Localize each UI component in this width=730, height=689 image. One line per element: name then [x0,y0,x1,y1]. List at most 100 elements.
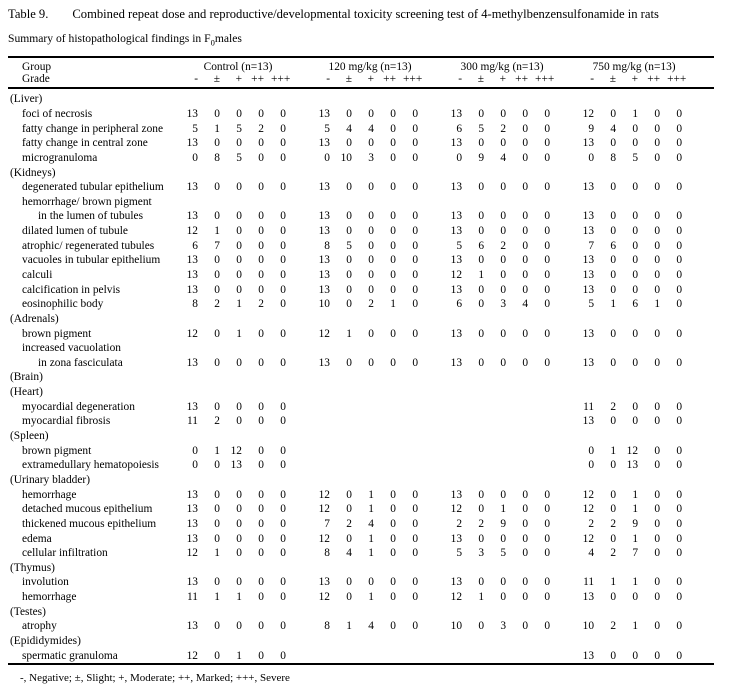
grade-count-cell: 13 [582,415,595,428]
grade-count-cell: 0 [258,269,264,281]
grade-count-cell [403,400,425,415]
grade-count-cell: 1 [610,576,617,589]
grade-count-cell: 6 [456,298,463,311]
grade-count-cell: 1 [478,591,485,604]
grade-count-cell: 12 [582,532,595,545]
grade-count-cell: 0 [632,210,639,223]
grade-count-cell: 2 [610,547,617,560]
grade-count-cell: 0 [654,283,661,296]
grade-count-cell: 13 [318,225,330,238]
grade-count-cell [447,649,469,665]
grade-count-cell: 13 [450,576,463,589]
grade-count-cell: 0 [368,269,374,281]
subtitle-prefix: Summary of histopathological findings in… [8,32,211,45]
table-subtitle: Summary of histopathological findings in… [8,32,716,49]
grade-count-cell: 0 [632,327,639,340]
grade-count-cell: 0 [632,181,639,194]
grade-count-cell: 0 [214,181,220,194]
grade-count-cell: 0 [390,517,396,530]
grade-count-cell: 0 [610,488,617,501]
grade-count-cell: 4 [522,298,529,311]
organ-section-label: (Kidneys) [10,166,56,179]
grade-count-cell: 0 [368,327,374,340]
grade-count-cell: 0 [500,576,507,589]
grade-count-cell: 11 [583,576,595,589]
grade-count-cell: 1 [214,444,220,457]
finding-row: detached mucous epithelium 13 0 0 0 0 12 0 1 0 0 12… [8,502,714,517]
group-gap [557,107,579,122]
grade-count-cell: 3 [500,298,507,311]
group-gap [425,268,447,283]
finding-row: cellular infiltration 12 1 0 0 0 8 4 1 0 0 5 3 5 0 0 4 2 7… [8,546,714,561]
grade-count-cell [535,649,557,665]
finding-label: foci of necrosis [22,107,93,120]
grade-count-cell: 0 [632,400,639,413]
finding-row: fatty change in central zone 13 0 0 0 0 13 0 0 0 0… [8,136,714,151]
grade-count-cell: 9 [500,517,507,530]
grade-count-cell: 0 [478,254,485,267]
grade-count-cell: 7 [214,239,220,252]
grade-count-cell: 0 [676,283,683,296]
grade-count-cell: 1 [632,532,639,545]
finding-label: spermatic granuloma [22,649,118,662]
group-gap [425,546,447,561]
finding-label: brown pigment [22,327,92,340]
grade-count-cell [469,341,491,356]
grade-count-cell: 0 [654,503,661,516]
grade-count-cell: 0 [412,137,419,150]
group-gap [425,356,447,371]
grade-count-cell: 0 [632,137,639,150]
grade-count-cell: 0 [280,181,286,194]
group-gap [557,400,579,415]
grade-count-cell: 0 [390,122,396,135]
grade-count-cell: 12 [450,503,463,516]
subtitle-suffix: males [214,32,242,45]
grade-count-cell [513,195,535,210]
finding-label: dilated lumen of tubule [22,225,128,238]
grade-count-cell: 0 [390,488,396,501]
grade-count-cell [403,444,425,459]
grade-count-cell: 0 [412,181,419,194]
group-gap [557,619,579,634]
group-gap [293,532,315,547]
grade-count-cell: 13 [582,225,595,238]
grade-count-cell: 0 [676,649,683,662]
grade-count-cell: 12 [186,547,198,560]
grade-count-cell: 0 [478,327,485,340]
grade-count-cell: 0 [236,225,242,238]
row-tail [689,546,714,561]
row-tail [689,341,714,356]
group-gap [557,458,579,473]
grade-count-cell: 1 [346,620,352,633]
grade-count-cell: 0 [632,356,639,369]
grade-count-cell [667,341,689,356]
grade-count-cell: 0 [346,503,352,516]
grade-count-cell: 1 [500,503,507,516]
grade-count-cell: 10 [450,620,463,633]
grade-count-cell: 4 [346,547,352,560]
grade-count-cell [205,341,227,356]
table-body: (Liver) foci of necrosis 13 0 0 0 0 13 0 0 0 0 13 0 0 0… [8,88,714,664]
organ-section-row: (Kidneys) [8,166,714,181]
grade-count-cell: 0 [346,181,352,194]
grade-count-cell: 0 [236,107,242,120]
grade-count-cell: 0 [544,181,551,194]
grade-count-cell: 0 [632,649,639,662]
grade-count-cell: 0 [214,254,220,267]
grade-count-cell: 13 [450,181,463,194]
grade-count-cell: 13 [186,107,198,120]
grade-count-cell: 8 [610,151,617,164]
organ-section-row: (Liver) [8,88,714,107]
grade-count-cell: 0 [346,137,352,150]
grade-count-cell [469,400,491,415]
grade-count-cell [491,649,513,665]
grade-count-cell: 12 [318,591,330,604]
grade-count-cell: 0 [280,269,286,281]
grade-count-cell: 1 [368,591,374,604]
grade-count-cell: 0 [478,210,485,223]
group-gap [557,444,579,459]
grade-count-cell: 0 [478,488,485,501]
grade-count-cell: 0 [654,327,661,340]
group-gap [557,414,579,429]
grade-count-cell: 0 [676,356,683,369]
